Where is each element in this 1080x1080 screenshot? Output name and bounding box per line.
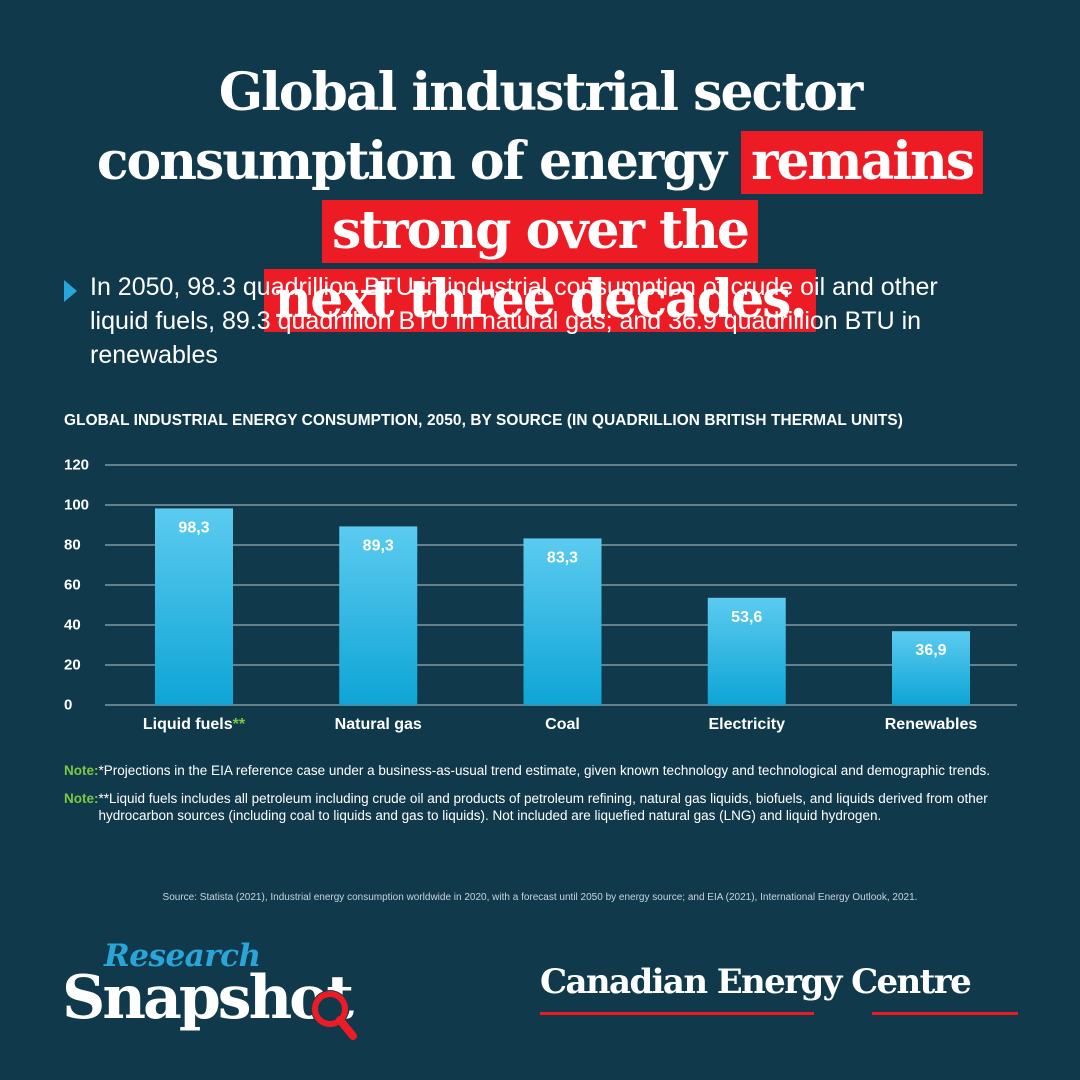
source-citation: Source: Statista (2021), Industrial ener… xyxy=(162,892,918,903)
cec-logo: Canadian Energy Centre xyxy=(540,962,1018,1022)
triangle-bullet-icon xyxy=(64,280,77,302)
x-tick-footnote-mark: ** xyxy=(233,716,246,733)
y-tick-label: 0 xyxy=(64,697,72,714)
research-snapshot-logo: Research Snapshot xyxy=(62,938,392,1048)
note-text: **Liquid fuels includes all petroleum in… xyxy=(98,790,988,824)
magnifying-glass-icon xyxy=(311,990,357,1040)
y-tick-label: 120 xyxy=(64,457,89,474)
note-liquid-fuels: Note: **Liquid fuels includes all petrol… xyxy=(64,790,1024,825)
chart-x-axis: Liquid fuels** Natural gas Coal Electricity… xyxy=(143,716,977,733)
summary-text: In 2050, 98.3 quadrillion BTU in industr… xyxy=(90,273,938,369)
bar-chart: 0 20 40 60 80 100 120 98,3 89,3 83,3 53,6 36,9 Liq… xyxy=(64,457,1017,733)
x-tick-label: Electricity xyxy=(709,716,786,733)
x-tick-label: Natural gas xyxy=(335,716,422,733)
bar xyxy=(523,538,602,705)
headline-part1: Global industrial sector consumption of … xyxy=(96,62,863,192)
note-label: Note: xyxy=(64,790,99,806)
bar-value-label: 83,3 xyxy=(547,549,578,566)
chart-bars: 98,3 89,3 83,3 53,6 36,9 xyxy=(155,508,970,705)
y-tick-label: 40 xyxy=(64,617,81,634)
bar xyxy=(155,508,233,705)
x-tick-label: Renewables xyxy=(885,716,978,733)
bar xyxy=(707,597,786,705)
headline-highlight-2: next three decades. xyxy=(264,269,816,332)
x-tick-text: Liquid fuels xyxy=(143,716,233,733)
chart-title: GLOBAL INDUSTRIAL ENERGY CONSUMPTION, 20… xyxy=(64,412,903,429)
cec-underline xyxy=(540,1012,1018,1015)
note-label: Note: xyxy=(64,763,99,778)
x-tick-label: Coal xyxy=(545,716,580,733)
x-tick-text: Natural gas xyxy=(335,716,422,733)
notes: Note: *Projections in the EIA reference … xyxy=(64,762,1024,835)
x-tick-label: Liquid fuels** xyxy=(143,716,246,733)
note-projections: Note: *Projections in the EIA reference … xyxy=(64,762,1024,780)
chart-y-axis: 0 20 40 60 80 100 120 xyxy=(64,457,89,714)
y-tick-label: 20 xyxy=(64,657,81,674)
bar xyxy=(339,526,418,705)
note-text: *Projections in the EIA reference case u… xyxy=(98,763,991,778)
y-tick-label: 60 xyxy=(64,577,81,594)
bar xyxy=(892,631,970,705)
logo-research-text: Research xyxy=(104,938,261,974)
bar-value-label: 98,3 xyxy=(178,519,209,536)
headline: Global industrial sector consumption of … xyxy=(40,58,1040,334)
bar-value-label: 89,3 xyxy=(363,537,394,554)
cec-logo-text: Canadian Energy Centre xyxy=(540,962,972,1002)
bar-value-label: 36,9 xyxy=(915,642,946,659)
y-tick-label: 80 xyxy=(64,537,81,554)
logo-snapshot-text: Snapshot xyxy=(62,963,354,1033)
summary-bullet: In 2050, 98.3 quadrillion BTU in industr… xyxy=(64,270,994,372)
x-tick-text: Electricity xyxy=(709,716,786,733)
y-tick-label: 100 xyxy=(64,497,89,514)
x-tick-text: Renewables xyxy=(885,716,978,733)
x-tick-text: Coal xyxy=(545,716,580,733)
bar-value-label: 53,6 xyxy=(731,609,762,626)
